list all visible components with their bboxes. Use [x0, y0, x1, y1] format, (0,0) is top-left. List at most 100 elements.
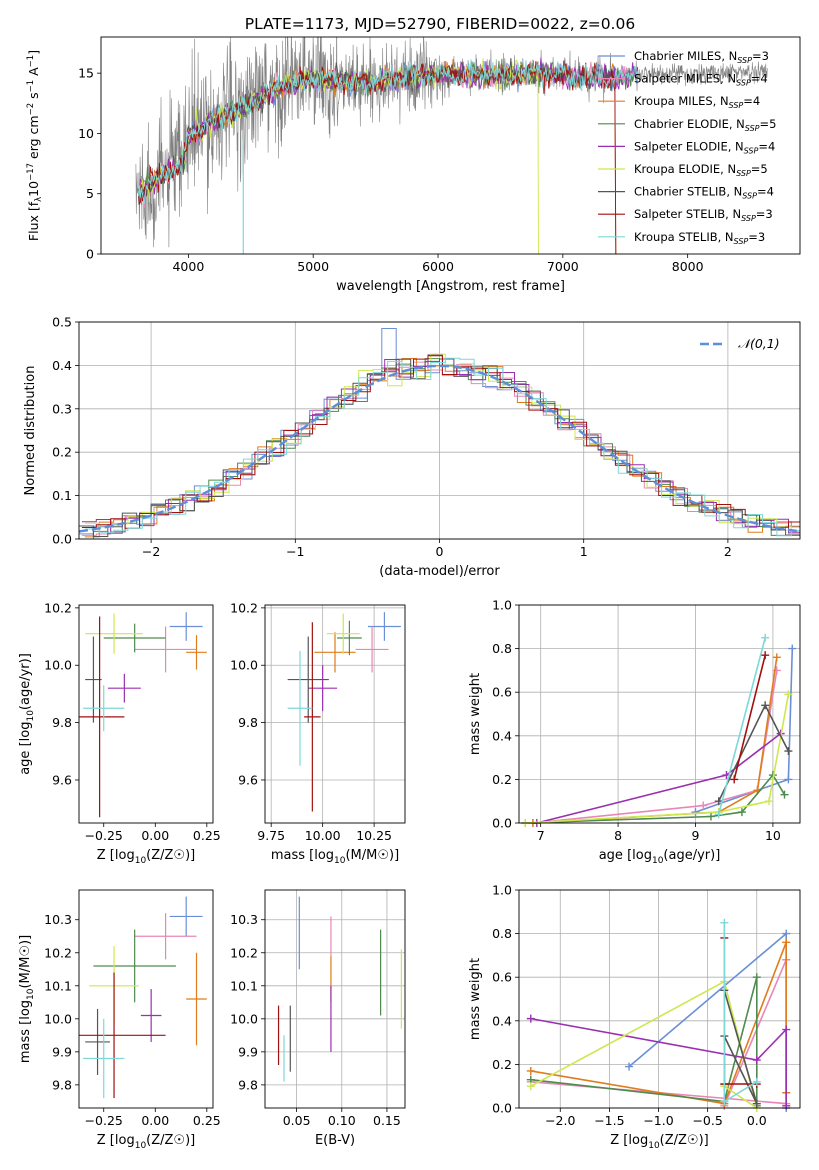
errorbar-point	[134, 913, 197, 960]
x-tick-label: 10.00	[305, 828, 341, 843]
y-tick-label: 0.4	[492, 1013, 512, 1028]
legend-label: Salpeter ELODIE, NSSP=4	[634, 139, 775, 155]
y-tick-label: 0.8	[492, 641, 512, 656]
y-tick-label: 0.2	[492, 1057, 512, 1072]
y-axis-label: mass weight	[468, 958, 483, 1040]
weight-line	[525, 694, 790, 823]
y-tick-label: 0	[86, 247, 94, 262]
x-tick-label: 0.10	[328, 1113, 356, 1128]
y-tick-label: 9.6	[238, 772, 258, 787]
spectrum-legend: Chabrier MILES, NSSP=3 Salpeter MILES, NS…	[598, 49, 776, 246]
weight-marker	[780, 790, 789, 799]
y-tick-label: 15	[78, 66, 94, 81]
weight-marker	[714, 810, 723, 819]
residual-histogram	[84, 357, 800, 537]
x-tick-label: 7	[537, 828, 545, 843]
age-weight-panel: 7 8 9 10 0.0 0.2 0.4 0.6 0.8 1.0 age [log10​(age/y…	[468, 598, 801, 866]
x-tick-label: −2.0	[545, 1113, 575, 1128]
x-tick-label: 0	[436, 544, 444, 559]
x-tick-label: 2	[724, 544, 732, 559]
legend-label: Kroupa ELODIE, NSSP=5	[634, 162, 768, 178]
x-axis-label: Z [log10​(Z/Z☉)]	[97, 1133, 195, 1151]
y-tick-label: 0.6	[492, 970, 512, 985]
x-tick-label: 10.25	[356, 828, 392, 843]
x-tick-label: −1	[286, 544, 304, 559]
y-tick-label: 10.2	[44, 945, 72, 960]
weight-marker	[737, 808, 746, 817]
weight-marker	[784, 775, 793, 784]
z-age-panel: −0.25 0.00 0.25 9.6 9.8 10.0 10.2 Z [log10​(Z/Z…	[18, 600, 221, 866]
errorbar-point	[337, 620, 362, 656]
y-tick-label: 0.8	[492, 926, 512, 941]
model-spectrum-line	[137, 59, 639, 204]
y-axis-label: Normed distribution	[23, 366, 38, 496]
x-tick-label: 9.75	[257, 828, 285, 843]
x-tick-label: −2	[142, 544, 160, 559]
weight-marker	[752, 1077, 761, 1086]
errorbar-point	[169, 896, 203, 937]
x-tick-label: −1.5	[594, 1113, 624, 1128]
axes-frame	[518, 604, 801, 824]
weight-marker	[761, 651, 770, 660]
weight-marker	[782, 938, 791, 947]
weight-line	[530, 980, 758, 1108]
ebv-mass-panel: 0.05 0.10 0.15 9.8 9.9 10.0 10.1 10.2 10.3 E(B-V)	[230, 889, 406, 1148]
spectrum-panel: 4000 5000 6000 7000 8000 0 5 10 15 Chabrier MILES…	[26, 36, 801, 294]
errorbar-point	[107, 673, 141, 703]
y-tick-label: 9.9	[238, 1044, 258, 1059]
weight-marker	[691, 808, 700, 817]
y-axis-label: mass [log10​(M/M☉)]	[18, 935, 36, 1063]
x-tick-label: 0.0	[747, 1113, 767, 1128]
x-tick-label: 0.00	[141, 1113, 169, 1128]
errorbar-point	[186, 635, 207, 670]
x-tick-label: 1	[580, 544, 588, 559]
x-axis-label: wavelength [Angstrom, rest frame]	[336, 279, 565, 294]
weight-marker	[784, 747, 793, 756]
weight-marker	[784, 690, 793, 699]
weight-marker	[765, 797, 774, 806]
y-tick-label: 0.6	[492, 685, 512, 700]
weight-line	[532, 657, 778, 823]
axes-frame	[518, 889, 801, 1109]
x-tick-label: 5000	[297, 259, 329, 274]
weight-marker	[730, 775, 739, 784]
axes-frame	[78, 604, 214, 824]
errorbar-point	[83, 1018, 125, 1099]
axes-frame	[78, 321, 801, 540]
errorbar-point	[308, 665, 338, 712]
errorbar-point	[93, 929, 176, 1003]
weight-line	[723, 990, 758, 1104]
y-tick-label: 0.4	[52, 358, 72, 373]
errorbar-point	[367, 612, 401, 641]
x-tick-label: 0.25	[193, 828, 221, 843]
weight-line	[530, 976, 758, 1106]
errorbar-point	[304, 622, 321, 812]
x-tick-label: 7000	[547, 259, 579, 274]
y-tick-label: 10.0	[44, 658, 72, 673]
axes-frame	[264, 889, 406, 1109]
weight-marker	[782, 929, 791, 938]
weight-line	[530, 942, 787, 1105]
legend-label: Kroupa STELIB, NSSP=3	[634, 230, 765, 246]
y-tick-label: 1.0	[492, 598, 512, 613]
x-tick-label: −0.25	[85, 828, 123, 843]
errorbar-point	[103, 623, 166, 653]
legend-label: Kroupa MILES, NSSP=4	[634, 94, 760, 110]
axes-frame	[78, 889, 214, 1109]
y-axis-label: mass weight	[468, 673, 483, 755]
x-tick-label: 10	[765, 828, 781, 843]
y-tick-label: 10.1	[230, 978, 258, 993]
y-tick-label: 10.3	[44, 912, 72, 927]
errorbar-point	[314, 632, 356, 673]
x-tick-label: 6000	[422, 259, 454, 274]
y-tick-label: 10	[78, 126, 94, 141]
y-tick-label: 9.8	[238, 1077, 258, 1092]
y-tick-label: 10.2	[44, 600, 72, 615]
y-tick-label: 0.2	[52, 445, 72, 460]
y-tick-label: 0.0	[52, 532, 72, 547]
x-axis-label: (data-model)/error	[379, 564, 500, 579]
axes-frame	[264, 604, 406, 824]
legend-label: Chabrier STELIB, NSSP=4	[634, 185, 774, 201]
legend-label: Chabrier ELODIE, NSSP=5	[634, 117, 776, 133]
